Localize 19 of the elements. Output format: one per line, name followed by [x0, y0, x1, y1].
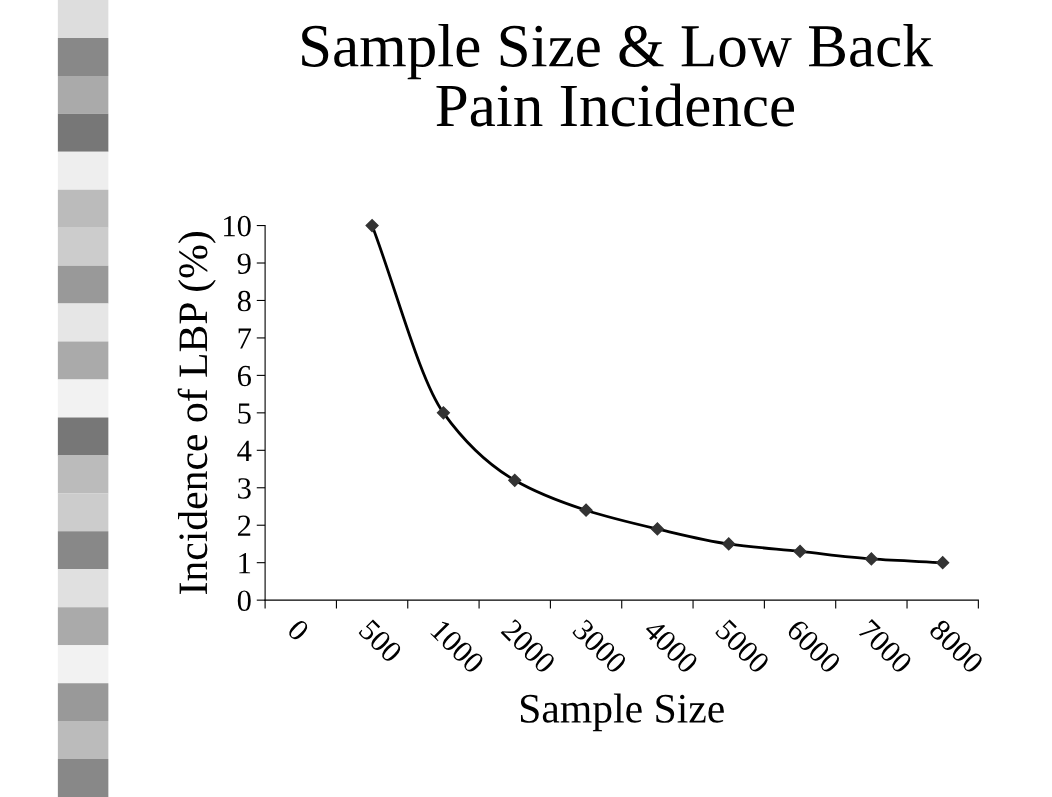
x-tick-label: 500 [358, 618, 404, 664]
y-tick-label: 0 [237, 590, 251, 612]
y-axis-title: Incidence of LBP (%) [177, 232, 216, 594]
y-tick-label: 10 [224, 215, 251, 237]
x-axis-title: Sample Size [520, 693, 724, 732]
x-tick-label: 1000 [430, 619, 486, 675]
x-tick-label: 6000 [785, 618, 842, 675]
y-tick-label: 4 [237, 440, 252, 461]
x-tick-label: 0 [286, 618, 311, 642]
y-tick-label: 8 [237, 290, 251, 312]
chart-title: Sample Size & Low Back Pain Incidence [302, 23, 933, 127]
y-tick-label: 5 [238, 403, 251, 424]
y-tick-label: 1 [239, 553, 251, 574]
x-tick-label: 4000 [642, 617, 700, 675]
y-tick-label: 9 [237, 253, 251, 274]
y-tick-label: 6 [237, 365, 251, 387]
y-tick-label: 3 [238, 478, 251, 499]
y-tick-label: 7 [238, 328, 252, 349]
y-tick-label: 2 [237, 515, 251, 536]
